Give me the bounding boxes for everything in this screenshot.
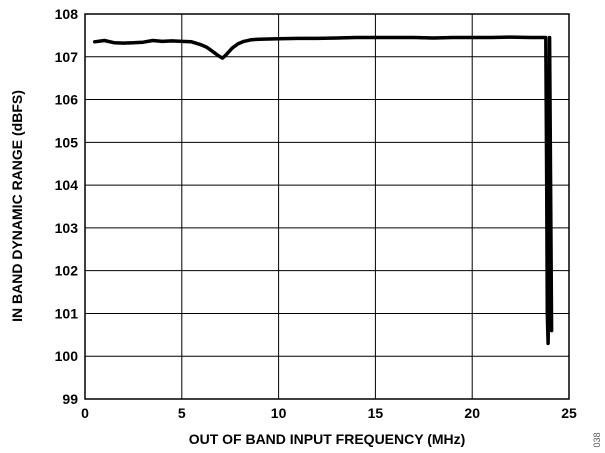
y-tick-label: 102 xyxy=(55,263,79,279)
x-axis-tick-labels: 0 5 10 15 20 25 xyxy=(81,405,577,421)
y-tick-label: 100 xyxy=(55,348,79,364)
y-tick-label: 101 xyxy=(55,305,79,321)
x-tick-label: 20 xyxy=(464,405,480,421)
x-tick-label: 25 xyxy=(561,405,577,421)
y-tick-label: 103 xyxy=(55,220,79,236)
y-tick-label: 105 xyxy=(55,134,79,150)
y-tick-label: 106 xyxy=(55,92,79,108)
series-line xyxy=(92,35,554,346)
y-tick-label: 99 xyxy=(62,391,78,407)
y-tick-label: 107 xyxy=(55,49,79,65)
x-axis-title: OUT OF BAND INPUT FREQUENCY (MHz) xyxy=(189,431,466,447)
plot-area-frame xyxy=(84,13,570,400)
x-tick-label: 5 xyxy=(178,405,186,421)
x-tick-label: 10 xyxy=(271,405,287,421)
y-axis-tick-labels: 99 100 101 102 103 104 105 106 107 108 xyxy=(55,6,79,407)
x-tick-label: 15 xyxy=(368,405,384,421)
x-tick-label: 0 xyxy=(81,405,89,421)
y-tick-label: 104 xyxy=(55,177,79,193)
figure-id-label: 038 xyxy=(592,432,602,447)
grid-lines xyxy=(84,13,570,400)
y-tick-label: 108 xyxy=(55,6,79,22)
y-axis-title: IN BAND DYNAMIC RANGE (dBFS) xyxy=(9,90,25,322)
series-layer xyxy=(92,35,554,346)
